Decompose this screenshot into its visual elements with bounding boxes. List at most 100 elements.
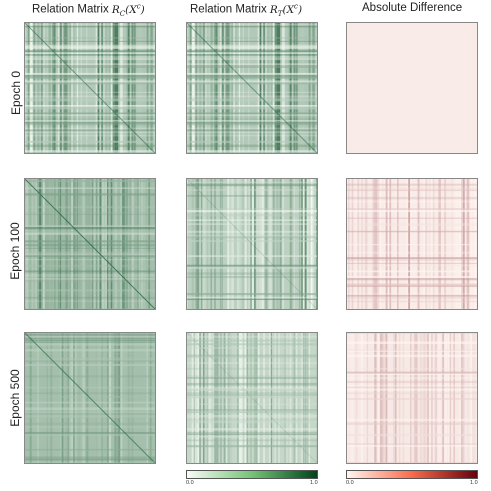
- heatmap-row-stripe: [186, 133, 318, 135]
- heatmap-column-stripe: [195, 178, 198, 310]
- row-label-epoch-500: Epoch 500: [8, 369, 22, 427]
- heatmap-column-stripe: [106, 178, 109, 310]
- heatmap-row-stripe: [186, 65, 318, 68]
- heatmap-row-stripe: [24, 341, 156, 343]
- heatmap-row-stripe: [186, 112, 318, 115]
- heatmap-row-stripe: [186, 82, 318, 85]
- heatmap-column-stripe: [37, 22, 40, 154]
- heatmap-column-stripe: [101, 22, 103, 154]
- heatmap-row-stripe: [24, 375, 156, 378]
- heatmap-column-stripe: [73, 332, 75, 464]
- heatmap-row-stripe: [186, 150, 318, 153]
- heatmap-row-stripe: [186, 116, 318, 118]
- heatmap-row-stripe: [24, 360, 156, 362]
- heatmap-column-stripe: [248, 22, 250, 154]
- heatmap-frame: [24, 332, 156, 464]
- heatmap-row-stripe: [24, 80, 156, 83]
- heatmap-column-stripe: [302, 178, 305, 310]
- heatmap-row-stripe: [186, 435, 318, 438]
- heatmap-column-stripe: [67, 22, 69, 154]
- heatmap-column-stripe: [202, 178, 205, 310]
- heatmap-column-stripe: [65, 178, 68, 310]
- heatmap-row-stripe: [24, 82, 156, 85]
- heatmap-row-stripe: [24, 433, 156, 436]
- heatmap-row-stripe: [186, 386, 318, 390]
- heatmap-column-stripe: [93, 178, 97, 310]
- heatmap-column-stripe: [255, 178, 258, 310]
- heatmap-row-stripe: [186, 123, 318, 126]
- heatmap-column-stripe: [46, 332, 48, 464]
- heatmap-column-stripe: [59, 178, 62, 310]
- heatmap-column-stripe: [78, 178, 81, 310]
- heatmap-column-stripe: [114, 22, 117, 154]
- heatmap-row-stripe: [24, 131, 156, 133]
- heatmap-column-stripe: [69, 178, 71, 310]
- heatmap-row-stripe: [24, 127, 156, 130]
- heatmap-column-stripe: [227, 178, 229, 310]
- heatmap-column-stripe: [67, 332, 70, 464]
- colorbar-red-max: 1.0: [470, 480, 478, 486]
- heatmap-row-stripe: [346, 377, 478, 380]
- heatmap-column-stripe: [280, 178, 282, 310]
- heatmap-row-stripe: [186, 377, 318, 379]
- heatmap-row-stripe: [186, 272, 318, 275]
- heatmap-row-stripe: [186, 392, 318, 395]
- heatmap-row-stripe: [186, 213, 318, 217]
- heatmap-column-stripe: [125, 178, 128, 310]
- heatmap-column-stripe: [187, 22, 190, 154]
- heatmap-column-stripe: [76, 178, 78, 310]
- heatmap-row-stripe: [346, 398, 478, 400]
- heatmap-column-stripe: [29, 22, 32, 154]
- heatmap-frame: [24, 22, 156, 154]
- heatmap-column-stripe: [82, 332, 85, 464]
- heatmap-frame: [186, 22, 318, 154]
- heatmap-row-stripe: [346, 350, 478, 353]
- heatmap-column-stripe: [221, 22, 224, 154]
- heatmap-column-stripe: [112, 22, 115, 154]
- heatmap-row-stripe: [24, 411, 156, 414]
- heatmap-column-stripe: [42, 178, 45, 310]
- heatmap-row-stripe: [346, 276, 478, 279]
- heatmap-column-stripe: [289, 22, 292, 154]
- heatmap-row-stripe: [346, 262, 478, 264]
- heatmap-rt-epoch-0: [186, 22, 318, 154]
- heatmap-column-stripe: [56, 178, 58, 310]
- colorbar-green: [186, 470, 318, 479]
- heatmap-row-stripe: [186, 428, 318, 431]
- heatmap-row-stripe: [24, 230, 156, 234]
- heatmap-row-stripe: [24, 65, 156, 68]
- heatmap-column-stripe: [42, 22, 45, 154]
- heatmap-row-stripe: [186, 74, 318, 77]
- heatmap-column-stripe: [270, 178, 273, 310]
- heatmap-row-stripe: [24, 152, 156, 154]
- heatmap-column-stripe: [71, 178, 74, 310]
- heatmap-column-stripe: [25, 178, 29, 310]
- heatmap-row-stripe: [346, 200, 478, 203]
- heatmap-row-stripe: [186, 409, 318, 411]
- heatmap-row-stripe: [186, 140, 318, 143]
- column-title-rc-text: Relation Matrix: [32, 3, 112, 16]
- heatmap-row-stripe: [346, 422, 478, 425]
- heatmap-column-stripe: [223, 22, 226, 154]
- heatmap-column-stripe: [142, 178, 146, 310]
- heatmap-column-stripe: [125, 22, 129, 154]
- heatmap-rc-epoch-100-svg: [24, 178, 156, 310]
- heatmap-column-stripe: [310, 178, 313, 310]
- heatmap-column-stripe: [144, 178, 147, 310]
- heatmap-row-stripe: [186, 37, 318, 39]
- heatmap-row-stripe: [186, 76, 318, 79]
- heatmap-row-stripe: [186, 418, 318, 421]
- heatmap-row-stripe: [186, 266, 318, 270]
- heatmap-column-stripe: [93, 22, 96, 154]
- heatmap-column-stripe: [99, 22, 101, 154]
- heatmap-row-stripe: [346, 183, 478, 186]
- heatmap-column-stripe: [46, 178, 49, 310]
- heatmap-rt-epoch-100-svg: [186, 178, 318, 310]
- heatmap-row-stripe: [24, 187, 156, 189]
- heatmap-column-stripe: [257, 22, 260, 154]
- heatmap-row-stripe: [186, 25, 318, 28]
- column-title-rt-math: RT(Xc): [269, 2, 303, 18]
- heatmap-row-stripe: [346, 445, 478, 447]
- heatmap-row-stripe: [24, 133, 156, 135]
- heatmap-column-stripe: [270, 22, 274, 154]
